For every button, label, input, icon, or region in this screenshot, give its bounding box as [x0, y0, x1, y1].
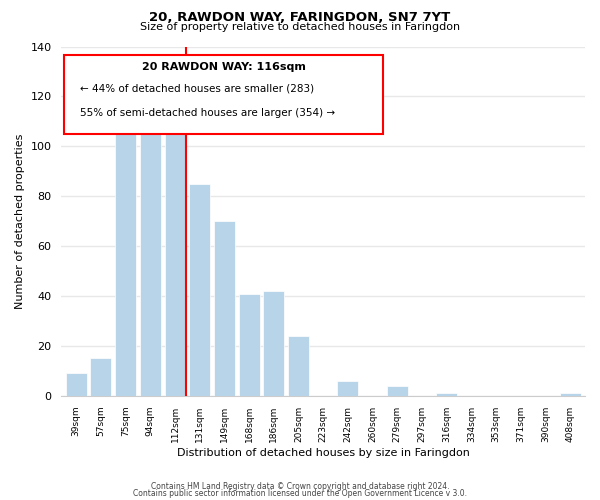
Text: 20 RAWDON WAY: 116sqm: 20 RAWDON WAY: 116sqm	[142, 62, 305, 72]
X-axis label: Distribution of detached houses by size in Faringdon: Distribution of detached houses by size …	[177, 448, 470, 458]
Bar	[239, 294, 260, 396]
Text: Size of property relative to detached houses in Faringdon: Size of property relative to detached ho…	[140, 22, 460, 32]
Bar	[91, 358, 112, 396]
Text: Contains public sector information licensed under the Open Government Licence v : Contains public sector information licen…	[133, 488, 467, 498]
Bar	[115, 102, 136, 396]
Bar	[560, 394, 581, 396]
FancyBboxPatch shape	[64, 55, 383, 134]
Bar	[214, 221, 235, 396]
Bar	[164, 109, 185, 396]
Bar	[140, 102, 161, 396]
Text: 55% of semi-detached houses are larger (354) →: 55% of semi-detached houses are larger (…	[80, 108, 335, 118]
Text: ← 44% of detached houses are smaller (283): ← 44% of detached houses are smaller (28…	[80, 83, 314, 93]
Bar	[66, 374, 87, 396]
Text: 20, RAWDON WAY, FARINGDON, SN7 7YT: 20, RAWDON WAY, FARINGDON, SN7 7YT	[149, 11, 451, 24]
Bar	[288, 336, 309, 396]
Text: Contains HM Land Registry data © Crown copyright and database right 2024.: Contains HM Land Registry data © Crown c…	[151, 482, 449, 491]
Bar	[189, 184, 210, 396]
Bar	[387, 386, 408, 396]
Bar	[436, 394, 457, 396]
Bar	[263, 291, 284, 396]
Bar	[337, 381, 358, 396]
Y-axis label: Number of detached properties: Number of detached properties	[15, 134, 25, 309]
